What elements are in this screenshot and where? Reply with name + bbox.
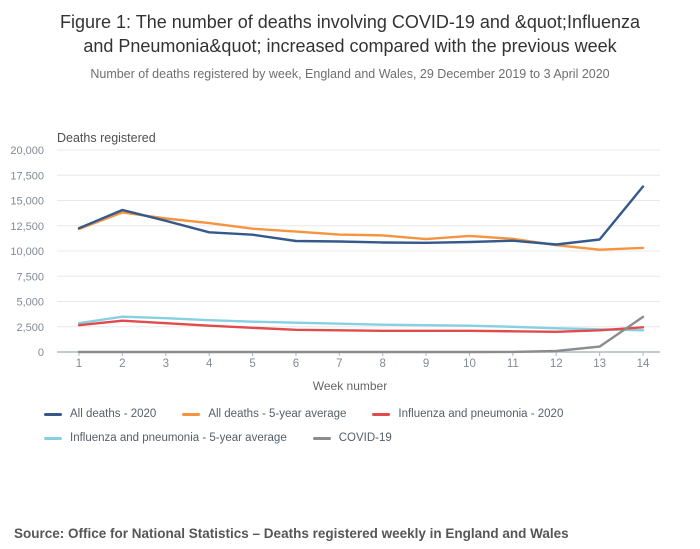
legend-swatch-icon [312,436,331,440]
x-tick-label: 7 [336,358,342,370]
series-line-0 [77,185,645,246]
series-line-3 [77,315,645,332]
x-tick-label: 4 [206,358,213,370]
x-tick-label: 9 [423,358,429,370]
source-text: Source: Office for National Statistics –… [14,525,569,541]
x-tick-label: 13 [593,358,606,370]
x-tick-label: 10 [463,358,476,370]
x-tick-label: 6 [293,358,299,370]
legend-item-influenza-pneumonia-5-year-average: Influenza and pneumonia - 5-year average [44,432,287,444]
legend-item-covid-19: COVID-19 [312,432,392,444]
y-tick-label: 15,000 [10,196,44,208]
series-line-2 [77,319,645,334]
x-tick-label: 11 [507,358,519,370]
x-tick-label: 1 [76,358,82,370]
y-tick-label: 10,000 [10,246,44,258]
chart-area: Deaths registered 0 2,500 5,000 7,500 10,000… [0,130,700,400]
legend-swatch-icon [372,412,391,416]
legend-label: Influenza and pneumonia - 5-year average [70,432,287,444]
x-axis-title: Week number [312,379,388,393]
x-tick-label: 5 [249,358,255,370]
legend-item-all-deaths-2020: All deaths - 2020 [44,408,156,420]
y-tick-label: 7,500 [16,271,44,283]
legend-swatch-icon [44,436,62,440]
chart-legend: All deaths - 2020 All deaths - 5-year av… [44,408,684,444]
legend-label: Influenza and pneumonia - 2020 [398,408,564,420]
y-tick-label: 2,500 [16,322,44,334]
legend-label: All deaths - 2020 [70,408,157,420]
x-tick-label: 8 [379,358,385,370]
legend-label: All deaths - 5-year average [208,408,347,420]
x-tick-label: 14 [637,358,650,370]
series-line-4 [77,315,645,354]
y-tick-label: 0 [38,347,44,359]
legend-label: COVID-19 [338,432,392,444]
legend-item-influenza-pneumonia-2020: Influenza and pneumonia - 2020 [372,408,563,420]
legend-swatch-icon [182,412,201,416]
legend-item-all-deaths-5-year-average: All deaths - 5-year average [182,408,346,420]
figure-title: Figure 1: The number of deaths involving… [59,12,640,56]
y-tick-label: 12,500 [10,221,44,233]
legend-swatch-icon [44,412,62,416]
figure-subtitle: Number of deaths registered by week, Eng… [90,67,610,81]
y-tick-label: 5,000 [16,297,44,309]
y-tick-label: 17,500 [10,170,44,182]
y-tick-label: 20,000 [10,145,44,157]
x-tick-label: 3 [163,358,169,370]
y-axis-title: Deaths registered [57,131,156,145]
line-chart-svg: 0 2,500 5,000 7,500 10,000 12,500 15,000 17,500… [10,145,660,370]
x-tick-label: 12 [550,358,563,370]
x-tick-label: 2 [119,358,125,370]
